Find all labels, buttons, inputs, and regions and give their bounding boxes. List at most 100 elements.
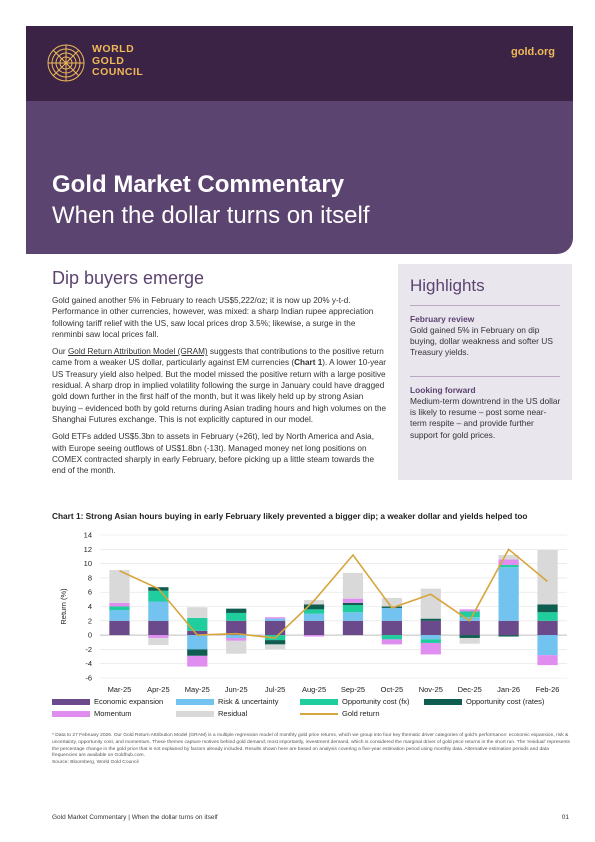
bar-segment <box>498 567 519 621</box>
legend-item: Gold return <box>300 709 380 718</box>
bar-segment <box>226 612 247 621</box>
legend-label: Momentum <box>94 709 132 718</box>
bar-segment <box>303 600 325 605</box>
y-tick-label: 0 <box>88 631 92 640</box>
legend-swatch <box>52 710 90 717</box>
bar-segment <box>420 588 441 619</box>
p2-mid: suggests that contributions to the posit… <box>52 347 384 368</box>
y-tick-label: 12 <box>84 545 92 554</box>
bar-segment <box>303 613 325 621</box>
paragraph-1: Gold gained another 5% in February to re… <box>52 296 374 339</box>
bar-segment <box>187 635 208 650</box>
bar-segment <box>498 635 519 637</box>
site-link[interactable]: gold.org <box>511 46 555 58</box>
bar-segment <box>381 620 402 636</box>
x-tick-label: May-25 <box>185 685 210 694</box>
brand-name: WORLD GOLD COUNCIL <box>92 43 144 79</box>
x-tick-label: Feb-26 <box>536 685 560 694</box>
bar-segment <box>381 639 402 645</box>
x-tick-label: Nov-25 <box>419 685 443 694</box>
highlights-divider <box>410 376 560 377</box>
y-tick-label: 10 <box>84 559 92 568</box>
bar-segment <box>187 649 208 656</box>
x-tick-label: Aug-25 <box>302 685 326 694</box>
x-tick-label: Jul-25 <box>265 685 285 694</box>
legend-item: Opportunity cost (rates) <box>424 697 544 706</box>
legend-swatch <box>176 698 214 705</box>
bar-segment <box>303 620 325 636</box>
p2-prefix: Our <box>52 347 68 357</box>
bar-segment <box>148 601 169 621</box>
footnote: * Data to 27 February 2026. Our Gold Ret… <box>52 733 572 767</box>
highlight-text-2: Medium-term downtrend in the US dollar i… <box>410 396 561 440</box>
gold-return-line <box>119 548 549 639</box>
legend-item: Risk & uncertainty <box>176 697 278 706</box>
highlights-title: Highlights <box>410 276 485 295</box>
highlights-divider <box>410 305 560 306</box>
x-tick-label: Mar-25 <box>108 685 132 694</box>
bar-segment <box>459 611 480 618</box>
bar-segment <box>265 617 286 619</box>
bar-segment <box>109 610 130 621</box>
bar-segment <box>148 590 169 602</box>
highlight-text-1: Gold gained 5% in February on dip buying… <box>410 325 553 358</box>
section-heading: Dip buyers emerge <box>52 268 205 288</box>
gram-link[interactable]: Gold Return Attribution Model (GRAM) <box>67 347 208 357</box>
bar-segment <box>303 609 325 614</box>
bar-segment <box>498 565 519 568</box>
paragraph-3: Gold ETFs added US$5.3bn to assets in Fe… <box>52 432 375 476</box>
legend-label: Risk & uncertainty <box>218 697 279 706</box>
p2-rest: ). A lower 10-year US Treasury yield als… <box>52 358 387 424</box>
bar-segment <box>148 637 169 646</box>
legend-label: Economic expansion <box>94 697 164 706</box>
bar-segment <box>381 635 402 640</box>
page-subtitle: When the dollar turns on itself <box>52 202 370 229</box>
legend-label: Residual <box>218 709 248 718</box>
bar-segment <box>459 609 480 612</box>
bar-segment <box>265 620 286 636</box>
bar-segment <box>109 620 130 636</box>
chart-1: 14 12 10 8 6 4 2 0 -2 -4 -6 Return (%) Mar-25 Apr-25 M… <box>59 531 567 694</box>
bar-segment <box>381 607 402 621</box>
bar-segment <box>265 640 286 645</box>
top-banner <box>26 26 573 101</box>
bar-segment <box>420 620 441 636</box>
bar-segment <box>226 637 247 641</box>
bar-segment <box>420 639 441 643</box>
legend-item: Momentum <box>52 709 132 718</box>
bar-segment <box>537 620 558 636</box>
brand-line-1: WORLD <box>92 43 135 55</box>
bar-segment <box>187 655 208 667</box>
bar-segment <box>459 635 480 638</box>
bar-segment <box>459 637 480 644</box>
legend-item: Economic expansion <box>52 697 163 706</box>
bar-segment <box>537 550 558 605</box>
bar-segment <box>109 602 130 607</box>
chart-ref: Chart 1 <box>294 358 323 368</box>
footnote-text: * Data to 27 February 2026. Our Gold Ret… <box>52 733 570 759</box>
bar-segment <box>109 606 130 611</box>
brand-line-3: COUNCIL <box>92 66 144 78</box>
bar-segment <box>226 640 247 654</box>
page-number: 01 <box>561 814 569 821</box>
brand-line-2: GOLD <box>92 54 125 67</box>
x-tick-label: Sep-25 <box>341 685 365 694</box>
bar-segment <box>420 642 441 655</box>
y-tick-label: 4 <box>88 602 92 611</box>
legend-swatch <box>300 712 338 715</box>
bar-segment <box>498 620 519 636</box>
bar-segment <box>226 608 247 613</box>
legend-label: Gold return <box>342 709 380 718</box>
bar-segment <box>342 612 364 621</box>
bar-segment <box>498 555 519 560</box>
chart-title: Chart 1: Strong Asian hours buying in ea… <box>52 511 528 521</box>
bar-segment <box>420 618 441 621</box>
x-tick-label: Dec-25 <box>458 685 482 694</box>
bar-segment <box>187 617 208 631</box>
x-tick-label: Jan-26 <box>497 685 520 694</box>
bar-segment <box>109 570 130 603</box>
bar-segment <box>342 620 364 636</box>
bar-segment <box>498 559 519 566</box>
y-tick-label: -4 <box>85 659 92 668</box>
bar-segment <box>381 597 402 607</box>
